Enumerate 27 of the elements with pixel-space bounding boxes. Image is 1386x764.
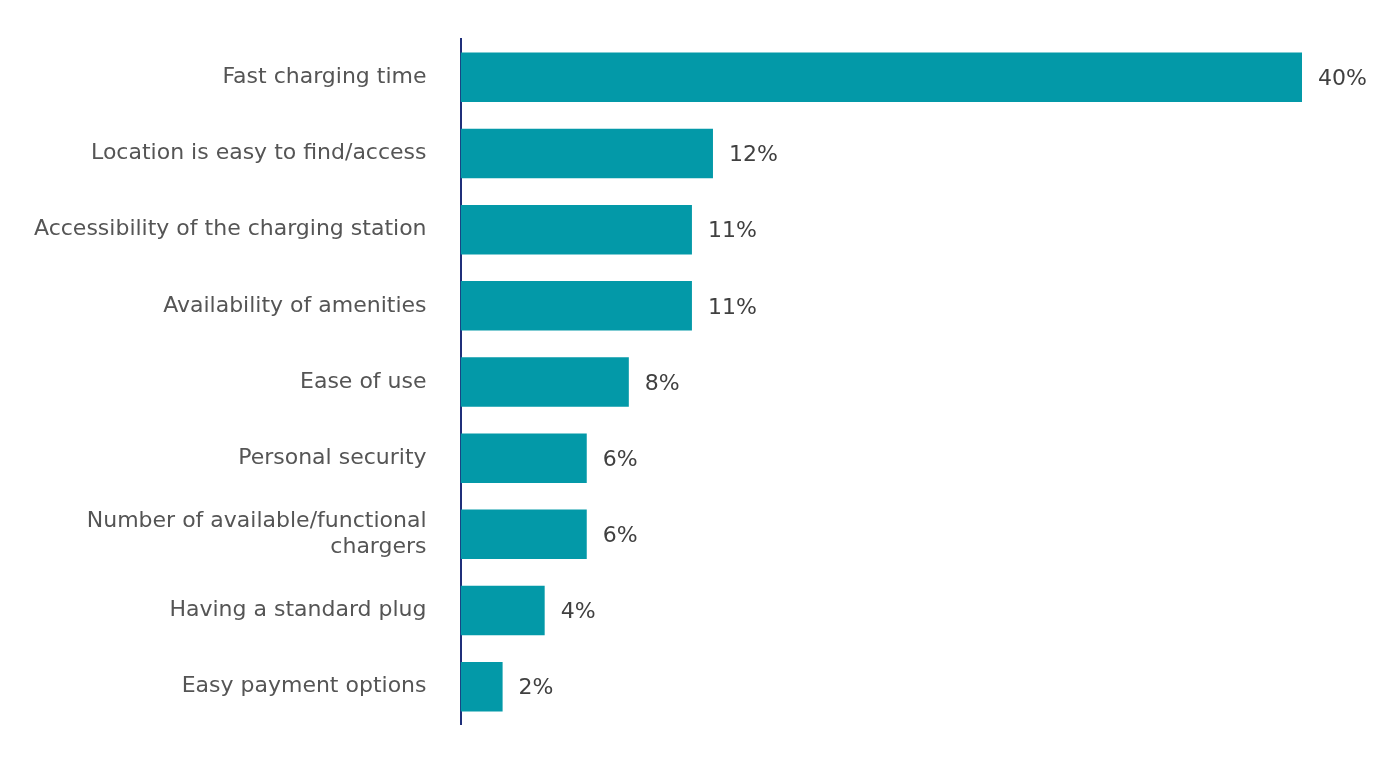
data-label: 11% <box>707 217 757 243</box>
y-tick-label: Personal security <box>238 443 427 469</box>
data-label: 11% <box>707 293 757 319</box>
data-label: 40% <box>1318 65 1367 91</box>
bar <box>460 433 587 483</box>
y-tick-label: Ease of use <box>300 367 427 393</box>
bar <box>460 661 503 712</box>
bar <box>460 509 587 560</box>
y-tick-label: Availability of amenities <box>163 291 427 317</box>
data-label: 8% <box>644 369 680 395</box>
y-tick-label: Location is easy to find/access <box>91 139 427 165</box>
y-tick-label: Accessibility of the charging station <box>34 215 427 241</box>
bar <box>460 204 692 255</box>
bar <box>460 52 1302 103</box>
y-tick-label: Fast charging time <box>222 63 427 89</box>
y-tick-label: Number of available/functional chargers <box>86 506 427 559</box>
bar <box>460 281 692 331</box>
y-tick-label: Easy payment options <box>181 672 427 698</box>
y-tick-label: Having a standard plug <box>169 596 427 622</box>
data-label: 6% <box>602 522 638 548</box>
bar <box>460 128 713 179</box>
bar <box>460 357 629 407</box>
data-label: 6% <box>602 445 638 471</box>
data-label: 4% <box>560 598 596 624</box>
data-label: 12% <box>728 141 778 167</box>
data-label: 2% <box>518 674 554 700</box>
bar <box>460 585 545 636</box>
